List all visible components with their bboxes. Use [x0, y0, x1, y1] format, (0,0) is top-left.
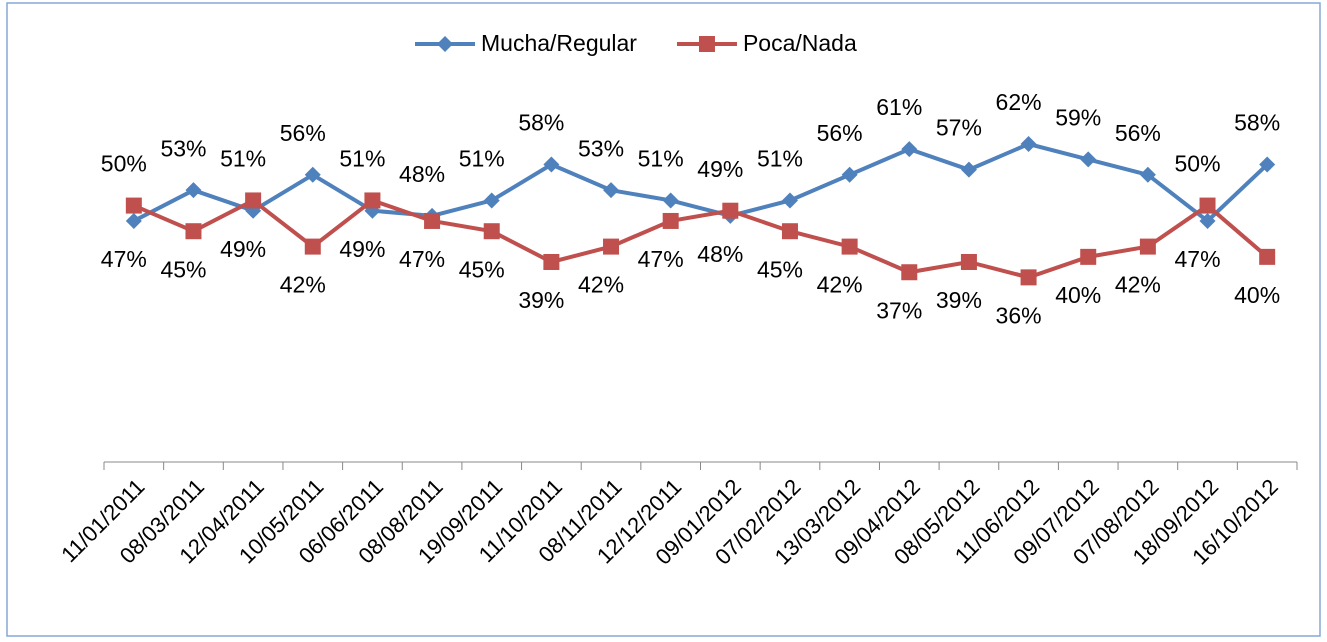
data-label: 39% — [518, 287, 564, 313]
data-label: 42% — [817, 272, 863, 298]
data-label: 39% — [936, 287, 982, 313]
data-point — [543, 156, 560, 173]
data-label: 51% — [220, 146, 266, 172]
data-label: 57% — [936, 115, 982, 141]
series-line — [133, 198, 1269, 280]
data-point — [185, 223, 202, 240]
data-label: 50% — [1175, 151, 1221, 177]
data-label: 50% — [101, 151, 147, 177]
data-label: 49% — [339, 236, 385, 262]
data-point — [781, 192, 798, 209]
data-label: 48% — [697, 241, 743, 267]
data-label: 51% — [459, 146, 505, 172]
data-point — [125, 197, 142, 214]
data-point — [841, 238, 858, 255]
data-point — [245, 192, 262, 209]
data-label: 45% — [757, 256, 803, 282]
data-point — [125, 212, 142, 229]
legend-label: Mucha/Regular — [481, 30, 637, 56]
data-label: 47% — [399, 246, 445, 272]
data-label: 51% — [638, 146, 684, 172]
data-label: 58% — [518, 110, 564, 136]
data-label: 56% — [817, 120, 863, 146]
legend-marker — [698, 36, 715, 52]
data-point — [662, 192, 679, 209]
data-label: 47% — [101, 246, 147, 272]
data-point — [1199, 197, 1216, 214]
data-label: 53% — [160, 135, 206, 161]
data-point — [1259, 248, 1276, 265]
data-point — [901, 264, 918, 281]
data-label: 40% — [1055, 282, 1101, 308]
data-label: 51% — [339, 146, 385, 172]
data-label: 61% — [876, 94, 922, 120]
data-label: 47% — [638, 246, 684, 272]
data-point — [1020, 269, 1037, 286]
data-point — [1259, 156, 1276, 173]
data-label: 56% — [1115, 120, 1161, 146]
data-label: 49% — [220, 236, 266, 262]
data-point — [603, 238, 620, 255]
data-point — [960, 253, 977, 270]
data-point — [960, 161, 977, 178]
data-point — [424, 212, 441, 229]
data-point — [1139, 238, 1156, 255]
data-point — [304, 238, 321, 255]
data-point — [1139, 166, 1156, 183]
data-point — [662, 212, 679, 229]
data-label: 48% — [399, 161, 445, 187]
data-point — [841, 166, 858, 183]
data-label: 51% — [757, 146, 803, 172]
data-label: 42% — [1115, 272, 1161, 298]
data-point — [722, 202, 739, 219]
chart-border — [6, 2, 1321, 637]
data-label: 36% — [996, 302, 1042, 328]
data-label: 59% — [1055, 104, 1101, 130]
data-point — [781, 223, 798, 240]
data-point — [304, 166, 321, 183]
data-label: 47% — [1175, 246, 1221, 272]
data-label: 42% — [280, 272, 326, 298]
data-point — [483, 192, 500, 209]
data-label: 37% — [876, 297, 922, 323]
data-label: 56% — [280, 120, 326, 146]
data-point — [1020, 136, 1037, 153]
data-point — [1080, 248, 1097, 265]
data-point — [603, 182, 620, 199]
data-label: 45% — [160, 256, 206, 282]
data-point — [543, 253, 560, 270]
data-label: 42% — [578, 272, 624, 298]
data-label: 53% — [578, 135, 624, 161]
data-point — [185, 182, 202, 199]
data-point — [483, 223, 500, 240]
data-point — [1199, 212, 1216, 229]
data-label: 40% — [1234, 282, 1280, 308]
data-point — [1080, 151, 1097, 168]
data-label: 58% — [1234, 110, 1280, 136]
series-line — [132, 141, 1269, 224]
legend-marker — [437, 36, 453, 52]
data-point — [901, 141, 918, 158]
legend-label: Poca/Nada — [743, 30, 857, 56]
data-label: 45% — [459, 256, 505, 282]
data-point — [364, 192, 381, 209]
data-label: 49% — [697, 156, 743, 182]
data-label: 62% — [996, 89, 1042, 115]
